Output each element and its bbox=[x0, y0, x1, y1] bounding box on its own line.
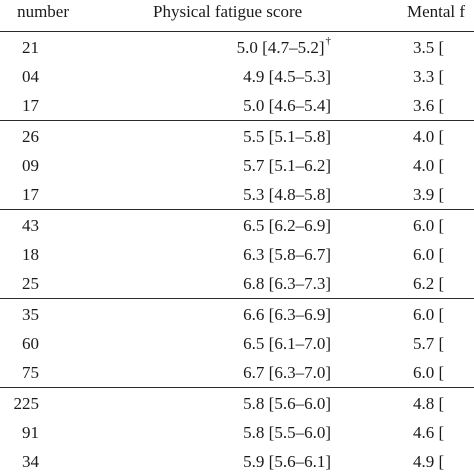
cell-physical-value: 6.5 [6.2–6.9] bbox=[243, 216, 331, 235]
cell-physical-fatigue: 5.0 [4.6–5.4] bbox=[243, 91, 331, 120]
table-row: 25 6.8 [6.3–7.3] 6.2 [ bbox=[0, 269, 474, 298]
cell-mental-fatigue: 3.5 [ bbox=[413, 38, 445, 57]
cell-physical-value: 5.7 [5.1–6.2] bbox=[243, 156, 331, 175]
table-row: 91 5.8 [5.5–6.0] 4.6 [ bbox=[0, 418, 474, 447]
cell-n-number: 35 bbox=[22, 305, 39, 324]
cell-physical-fatigue: 4.9 [4.5–5.3] bbox=[243, 62, 331, 91]
cell-physical-fatigue: 6.8 [6.3–7.3] bbox=[243, 269, 331, 298]
cell-n-number: 25 bbox=[22, 274, 39, 293]
header-mental-fatigue: Mental f bbox=[407, 2, 466, 21]
header-rule bbox=[0, 31, 474, 32]
cell-physical-fatigue: 5.5 [5.1–5.8] bbox=[243, 122, 331, 151]
cell-physical-value: 5.8 [5.6–6.0] bbox=[243, 394, 331, 413]
table-row: 35 6.6 [6.3–6.9] 6.0 [ bbox=[0, 300, 474, 329]
table-row: 21 5.0 [4.7–5.2]† 3.5 [ bbox=[0, 33, 474, 62]
cell-n-number: 60 bbox=[22, 334, 39, 353]
cell-mental-fatigue: 4.0 [ bbox=[413, 156, 445, 175]
table-header-row: number Physical fatigue score Mental f bbox=[0, 0, 474, 30]
cell-physical-fatigue: 6.6 [6.3–6.9] bbox=[243, 300, 331, 329]
cell-physical-value: 5.0 [4.7–5.2] bbox=[236, 38, 325, 57]
cell-physical-value: 5.0 [4.6–5.4] bbox=[243, 96, 331, 115]
cell-physical-fatigue: 5.8 [5.5–6.0] bbox=[243, 418, 331, 447]
cell-mental-fatigue: 6.0 [ bbox=[413, 305, 445, 324]
cell-n-number: 17 bbox=[22, 185, 39, 204]
cell-mental-fatigue: 3.6 [ bbox=[413, 96, 445, 115]
cell-n-number: 17 bbox=[22, 96, 39, 115]
cell-mental-fatigue: 3.9 [ bbox=[413, 185, 445, 204]
cell-physical-fatigue: 5.7 [5.1–6.2] bbox=[243, 151, 331, 180]
cell-physical-value: 4.9 [4.5–5.3] bbox=[243, 67, 331, 86]
table-row: 09 5.7 [5.1–6.2] 4.0 [ bbox=[0, 151, 474, 180]
cell-n-number: 26 bbox=[22, 127, 39, 146]
cell-n-number: 04 bbox=[22, 67, 39, 86]
cell-physical-fatigue: 6.3 [5.8–6.7] bbox=[243, 240, 331, 269]
cell-physical-value: 6.8 [6.3–7.3] bbox=[243, 274, 331, 293]
table-row: 26 5.5 [5.1–5.8] 4.0 [ bbox=[0, 122, 474, 151]
cell-physical-value: 5.3 [4.8–5.8] bbox=[243, 185, 331, 204]
table-row: 18 6.3 [5.8–6.7] 6.0 [ bbox=[0, 240, 474, 269]
cell-n-number: 34 bbox=[22, 452, 39, 471]
cell-mental-fatigue: 6.0 [ bbox=[413, 245, 445, 264]
cell-mental-fatigue: 5.7 [ bbox=[413, 334, 445, 353]
table-row: 75 6.7 [6.3–7.0] 6.0 [ bbox=[0, 358, 474, 387]
cell-n-number: 43 bbox=[22, 216, 39, 235]
cell-n-number: 18 bbox=[22, 245, 39, 264]
cell-physical-value: 5.9 [5.6–6.1] bbox=[243, 452, 331, 471]
cell-physical-value: 6.6 [6.3–6.9] bbox=[243, 305, 331, 324]
cell-physical-fatigue: 5.3 [4.8–5.8] bbox=[243, 180, 331, 209]
cell-n-number: 09 bbox=[22, 156, 39, 175]
cell-physical-fatigue: 5.8 [5.6–6.0] bbox=[243, 389, 331, 418]
cell-n-number: 21 bbox=[22, 38, 39, 57]
cell-physical-fatigue: 5.9 [5.6–6.1] bbox=[243, 447, 331, 474]
cell-mental-fatigue: 3.3 [ bbox=[413, 67, 445, 86]
cell-mental-fatigue: 4.8 [ bbox=[413, 394, 445, 413]
group-divider bbox=[0, 120, 474, 121]
cell-n-number: 91 bbox=[22, 423, 39, 442]
table-row: 60 6.5 [6.1–7.0] 5.7 [ bbox=[0, 329, 474, 358]
header-n-number: number bbox=[17, 2, 69, 21]
cell-physical-fatigue: 6.7 [6.3–7.0] bbox=[243, 358, 331, 387]
footnote-marker: † bbox=[325, 35, 332, 48]
cell-physical-fatigue: 6.5 [6.2–6.9] bbox=[243, 211, 331, 240]
cell-mental-fatigue: 4.0 [ bbox=[413, 127, 445, 146]
table-row: 34 5.9 [5.6–6.1] 4.9 [ bbox=[0, 447, 474, 474]
cell-mental-fatigue: 6.0 [ bbox=[413, 363, 445, 382]
table-row: 225 5.8 [5.6–6.0] 4.8 [ bbox=[0, 389, 474, 418]
cell-physical-fatigue: 6.5 [6.1–7.0] bbox=[243, 329, 331, 358]
cell-mental-fatigue: 4.9 [ bbox=[413, 452, 445, 471]
cell-physical-value: 6.5 [6.1–7.0] bbox=[243, 334, 331, 353]
header-physical-fatigue: Physical fatigue score bbox=[153, 2, 303, 21]
cell-physical-value: 5.5 [5.1–5.8] bbox=[243, 127, 331, 146]
cell-physical-fatigue: 5.0 [4.7–5.2]† bbox=[237, 33, 331, 62]
group-divider bbox=[0, 209, 474, 210]
group-divider bbox=[0, 298, 474, 299]
cell-mental-fatigue: 6.0 [ bbox=[413, 216, 445, 235]
table-row: 04 4.9 [4.5–5.3] 3.3 [ bbox=[0, 62, 474, 91]
table-row: 17 5.0 [4.6–5.4] 3.6 [ bbox=[0, 91, 474, 120]
cell-mental-fatigue: 4.6 [ bbox=[413, 423, 445, 442]
cell-n-number: 225 bbox=[13, 394, 40, 413]
cell-physical-value: 6.3 [5.8–6.7] bbox=[243, 245, 331, 264]
group-divider bbox=[0, 387, 474, 388]
table-row: 43 6.5 [6.2–6.9] 6.0 [ bbox=[0, 211, 474, 240]
cell-physical-value: 6.7 [6.3–7.0] bbox=[243, 363, 331, 382]
cell-mental-fatigue: 6.2 [ bbox=[413, 274, 445, 293]
table-row: 17 5.3 [4.8–5.8] 3.9 [ bbox=[0, 180, 474, 209]
cell-n-number: 75 bbox=[22, 363, 39, 382]
cell-physical-value: 5.8 [5.5–6.0] bbox=[243, 423, 331, 442]
